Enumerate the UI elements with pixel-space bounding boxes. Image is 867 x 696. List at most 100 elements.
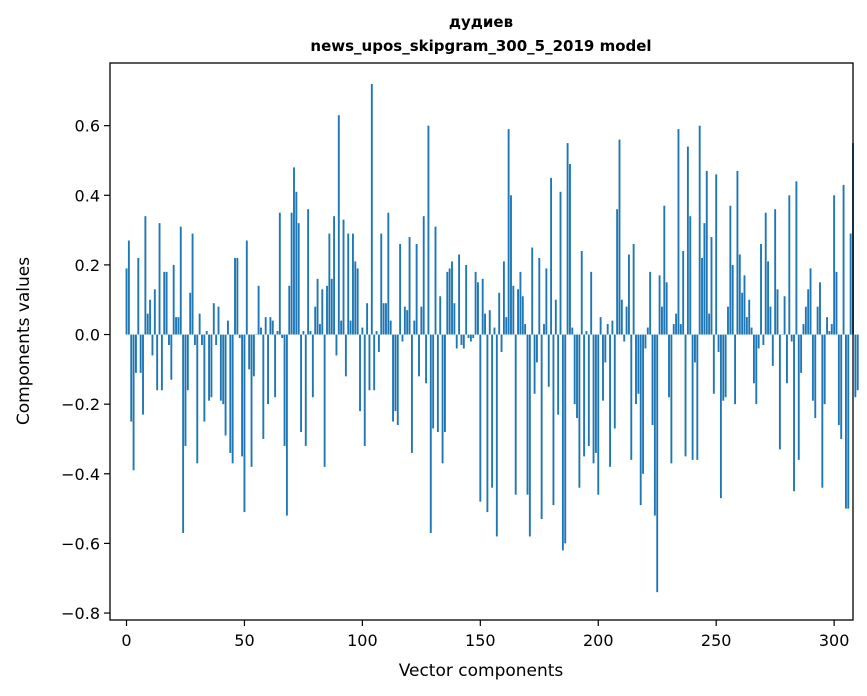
bar	[403, 306, 406, 335]
bar	[559, 191, 562, 335]
y-tick-label: 0.6	[75, 117, 100, 136]
bar	[236, 257, 239, 335]
bar	[363, 334, 366, 446]
bar	[505, 317, 508, 335]
bar	[413, 320, 416, 335]
bar	[786, 334, 788, 384]
bar	[163, 271, 166, 335]
bar	[285, 334, 288, 516]
bar	[816, 306, 819, 335]
bar	[491, 334, 494, 488]
bar	[609, 334, 611, 467]
bar	[788, 195, 791, 335]
y-tick-label: −0.2	[61, 395, 100, 414]
bar	[569, 163, 571, 335]
bar	[651, 334, 654, 426]
bar	[186, 334, 189, 391]
bar	[168, 334, 170, 345]
bar	[380, 233, 383, 335]
bar	[366, 303, 369, 335]
bar	[646, 327, 649, 335]
bar	[219, 334, 222, 401]
bar	[434, 226, 437, 335]
bar	[446, 271, 449, 335]
bar	[328, 233, 331, 335]
bar	[524, 324, 527, 335]
bar	[451, 261, 453, 335]
bar	[389, 320, 392, 335]
bar	[410, 334, 413, 453]
bar	[274, 334, 277, 398]
bar	[752, 334, 755, 384]
bar	[127, 240, 130, 335]
bar	[189, 292, 192, 335]
bar	[439, 296, 442, 335]
bar	[316, 278, 319, 335]
bar-series	[125, 83, 859, 593]
bar	[260, 327, 262, 335]
bar	[694, 334, 696, 363]
bar	[441, 334, 444, 464]
bar	[616, 209, 619, 335]
y-tick-label: −0.4	[61, 465, 100, 484]
bar	[538, 257, 541, 335]
bar	[517, 289, 520, 335]
bar	[804, 306, 807, 335]
bar	[453, 303, 456, 335]
bar	[514, 334, 517, 495]
x-tick-label: 150	[465, 631, 496, 650]
bar	[340, 320, 343, 335]
bar	[427, 125, 430, 335]
bar	[396, 334, 399, 426]
bar	[264, 317, 267, 335]
bar	[677, 129, 680, 335]
bar	[498, 292, 501, 335]
bar	[705, 170, 708, 335]
bar	[467, 334, 470, 339]
bar	[283, 334, 286, 446]
bar	[797, 334, 800, 460]
bar	[701, 257, 703, 335]
bar	[170, 334, 173, 380]
bar	[672, 324, 675, 335]
bar	[142, 334, 144, 415]
bar	[710, 237, 713, 335]
bar	[769, 306, 772, 335]
bar	[767, 261, 770, 335]
bar	[318, 324, 321, 335]
bar	[432, 334, 435, 429]
bar	[533, 334, 536, 394]
bar	[177, 317, 180, 335]
bar	[510, 195, 512, 335]
bar	[203, 334, 206, 422]
bar	[717, 334, 720, 352]
bar	[474, 271, 477, 335]
bar	[406, 310, 409, 335]
bar	[854, 334, 857, 398]
bar	[691, 334, 694, 460]
bar	[566, 143, 569, 335]
bar	[684, 334, 687, 457]
bar	[415, 244, 418, 335]
bar	[795, 181, 798, 335]
bar	[757, 334, 760, 349]
bar	[552, 334, 555, 506]
bar	[309, 331, 312, 335]
bar	[208, 334, 211, 401]
bar	[172, 264, 175, 335]
bar	[462, 334, 465, 349]
bar	[547, 334, 550, 387]
bar	[392, 334, 394, 422]
bar	[373, 334, 376, 391]
bar	[330, 278, 333, 335]
bar	[288, 285, 291, 335]
y-tick-label: −0.8	[61, 604, 100, 623]
bar	[387, 212, 390, 335]
x-tick-label: 250	[701, 631, 732, 650]
bar	[245, 240, 248, 335]
bar	[335, 334, 338, 356]
bar	[458, 254, 461, 335]
bar	[521, 296, 524, 335]
bar	[847, 334, 850, 509]
bar	[149, 299, 152, 335]
